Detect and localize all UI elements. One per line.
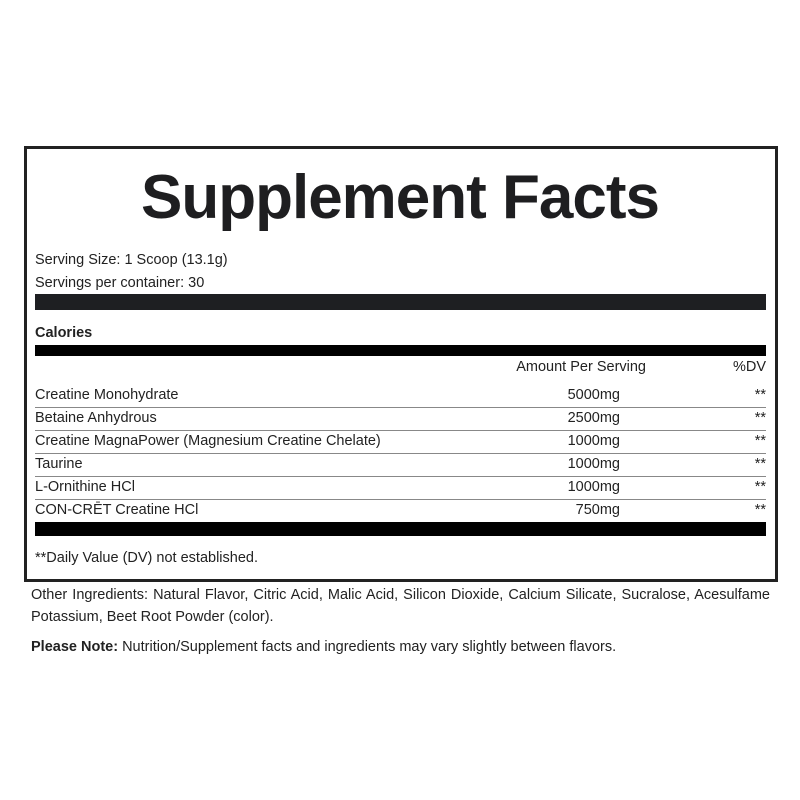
ingredient-name: L-Ornithine HCl	[35, 479, 135, 495]
amount-header: Amount Per Serving	[516, 359, 646, 375]
divider-bar	[35, 345, 766, 356]
serving-size: Serving Size: 1 Scoop (13.1g)	[35, 252, 228, 268]
ingredient-name: Creatine Monohydrate	[35, 387, 179, 403]
divider-bar	[35, 522, 766, 536]
please-note: Please Note: Nutrition/Supplement facts …	[31, 639, 616, 655]
ingredient-row: Taurine 1000mg **	[35, 453, 766, 477]
ingredient-amount: 1000mg	[567, 479, 620, 495]
ingredient-amount: 5000mg	[567, 387, 620, 403]
other-ingredients: Other Ingredients: Natural Flavor, Citri…	[31, 587, 770, 625]
ingredient-row: Creatine MagnaPower (Magnesium Creatine …	[35, 430, 766, 454]
ingredient-name: Taurine	[35, 456, 83, 472]
dv-header: %DV	[732, 359, 766, 375]
ingredient-name: Creatine MagnaPower (Magnesium Creatine …	[35, 433, 381, 449]
ingredient-amount: 2500mg	[567, 410, 620, 426]
ingredient-row: L-Ornithine HCl 1000mg **	[35, 476, 766, 500]
ingredient-row: Creatine Monohydrate 5000mg **	[35, 384, 766, 408]
servings-per-container: Servings per container: 30	[35, 275, 205, 291]
ingredient-row: Betaine Anhydrous 2500mg **	[35, 407, 766, 431]
ingredient-row: CON-CRĒT Creatine HCl 750mg **	[35, 499, 766, 522]
ingredient-dv: **	[754, 456, 766, 472]
ingredient-amount: 750mg	[575, 502, 620, 518]
calories-label: Calories	[35, 325, 93, 341]
ingredient-dv: **	[754, 433, 766, 449]
panel-title: Supplement Facts	[141, 163, 660, 232]
ingredient-amount: 1000mg	[567, 433, 620, 449]
footnote: **Daily Value (DV) not established.	[35, 550, 258, 566]
ingredient-dv: **	[754, 410, 766, 426]
note-text: Nutrition/Supplement facts and ingredien…	[118, 639, 617, 655]
ingredient-dv: **	[754, 502, 766, 518]
ingredient-amount: 1000mg	[567, 456, 620, 472]
note-label: Please Note:	[31, 639, 119, 655]
ingredient-dv: **	[754, 479, 766, 495]
supplement-facts-panel	[24, 146, 778, 582]
ingredient-dv: **	[754, 387, 766, 403]
ingredient-name: Betaine Anhydrous	[35, 410, 157, 426]
ingredient-name: CON-CRĒT Creatine HCl	[35, 502, 199, 518]
divider-bar	[35, 294, 766, 310]
